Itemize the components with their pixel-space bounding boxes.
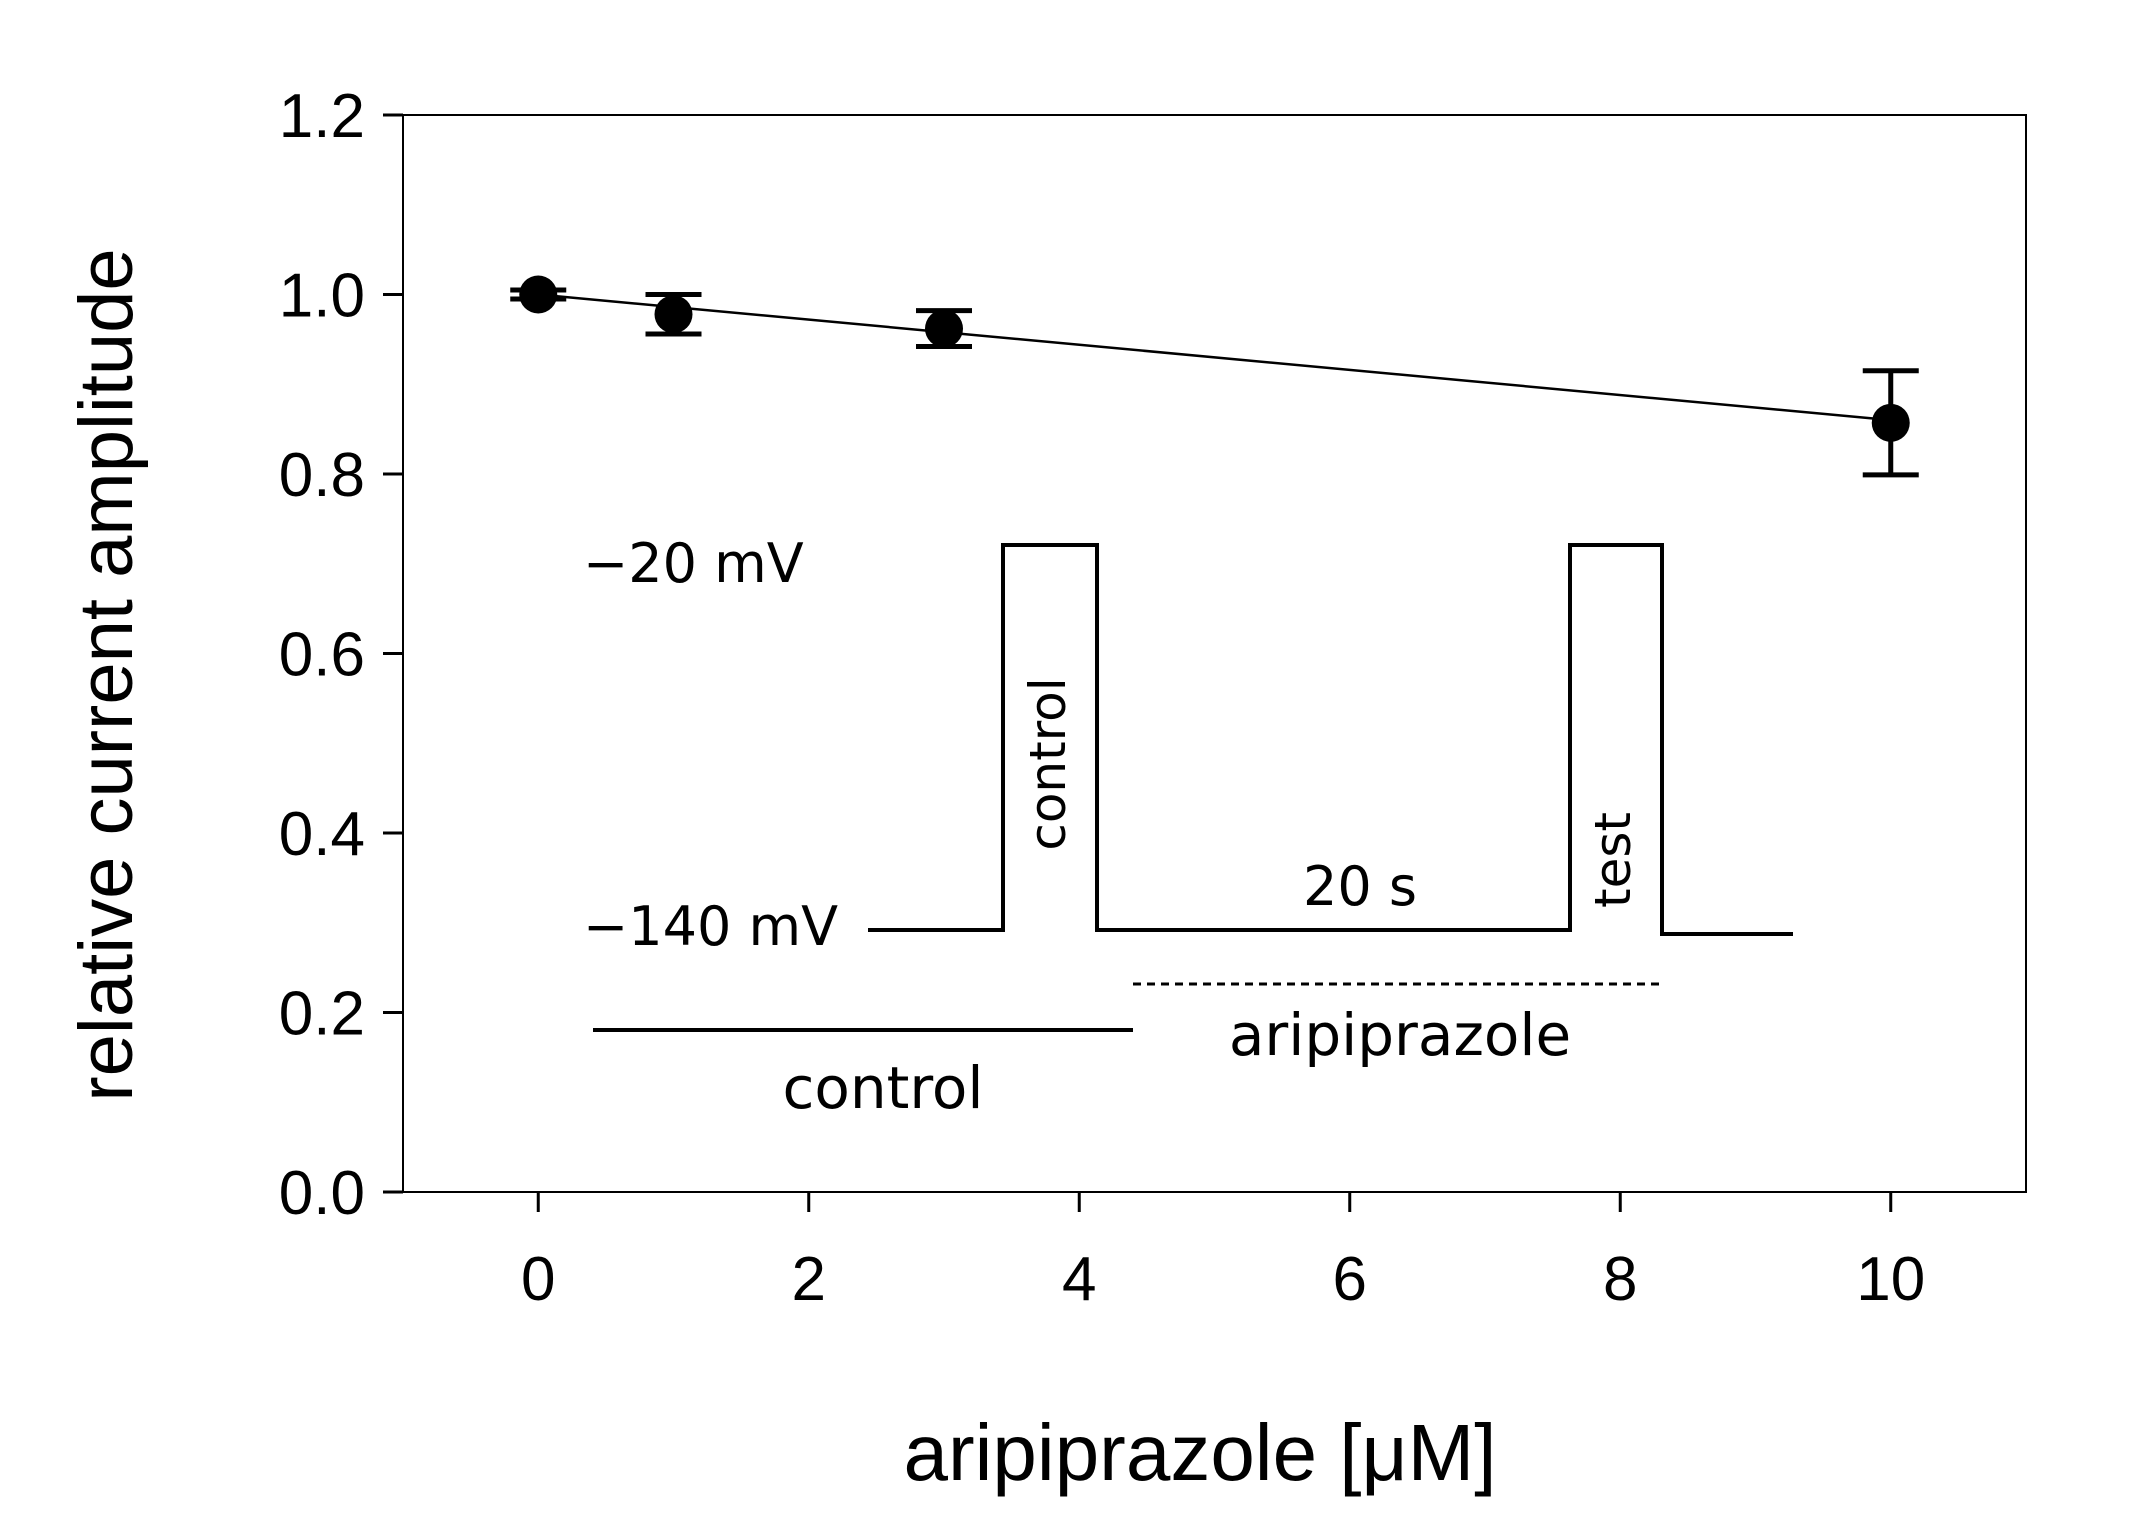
x-tick-label: 6 [1333, 1245, 1367, 1314]
protocol-inset: −20 mV −140 mV control test 20 s control… [583, 532, 1793, 1122]
pulse-control-label: control [1019, 677, 1077, 850]
data-layer [510, 275, 1919, 478]
data-point [925, 309, 963, 348]
x-tick-label: 8 [1603, 1245, 1637, 1314]
aripiprazole-bar-label: aripiprazole [1229, 1001, 1571, 1069]
x-axis: 0 2 4 6 8 10 [521, 1192, 1925, 1314]
x-tick-label: 10 [1856, 1245, 1925, 1314]
x-axis-label: aripiprazole [μM] [904, 1408, 1497, 1497]
interval-label: 20 s [1303, 855, 1417, 918]
y-tick-label: 0.0 [279, 1159, 365, 1228]
voltage-trace [868, 543, 1793, 936]
control-bar-label: control [782, 1054, 983, 1122]
data-point [654, 295, 693, 334]
fit-line [538, 293, 1891, 422]
y-tick-label: 0.6 [279, 621, 365, 690]
y-axis-label: relative current amplitude [64, 248, 149, 1101]
data-point [519, 275, 558, 314]
fit-line-layer [538, 293, 1891, 422]
data-point [1871, 403, 1910, 442]
y-tick-label: 0.2 [279, 980, 365, 1049]
pulse-test-label: test [1584, 812, 1642, 908]
y-tick-label: 1.0 [279, 262, 365, 331]
y-axis: 0.0 0.2 0.4 0.6 0.8 1.0 1.2 [279, 82, 403, 1228]
x-tick-label: 4 [1062, 1245, 1096, 1314]
x-tick-label: 0 [521, 1245, 555, 1314]
x-tick-label: 2 [792, 1245, 826, 1314]
y-tick-label: 1.2 [279, 82, 365, 151]
y-tick-label: 0.8 [279, 441, 365, 510]
level-low-label: −140 mV [583, 895, 838, 958]
y-tick-label: 0.4 [279, 800, 365, 869]
level-high-label: −20 mV [583, 532, 804, 595]
